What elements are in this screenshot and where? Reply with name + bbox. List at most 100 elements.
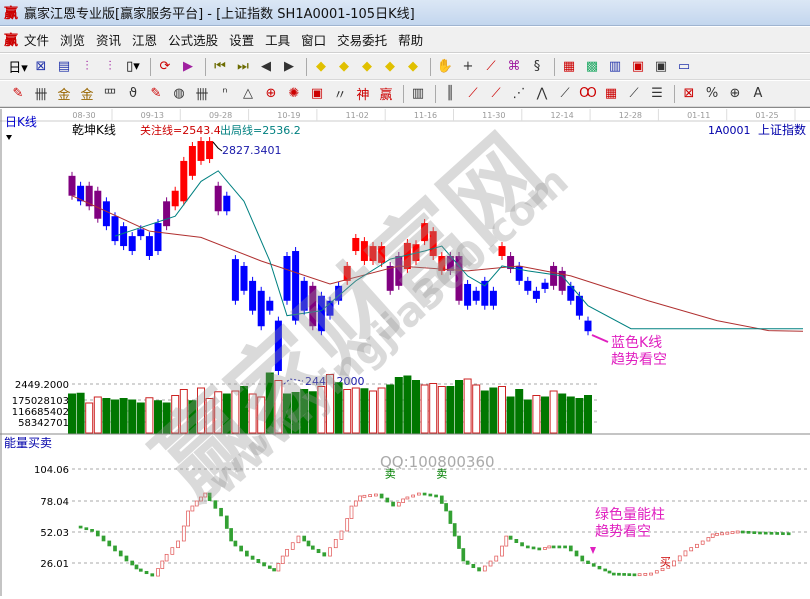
candle[interactable] <box>300 280 308 311</box>
candle[interactable] <box>584 320 592 332</box>
target-icon[interactable]: ⊕ <box>265 86 277 101</box>
menu-item-7[interactable]: 窗口 <box>301 33 327 48</box>
channel-icon[interactable]: ║ <box>446 86 454 101</box>
candle[interactable] <box>567 285 575 301</box>
candle[interactable] <box>360 241 368 261</box>
indicator-3-icon[interactable]: ⫶ <box>85 59 89 74</box>
crosshair-icon[interactable]: + <box>462 59 474 74</box>
text-icon[interactable]: A <box>753 86 763 101</box>
triangle-icon[interactable]: △ <box>243 86 253 101</box>
menu-item-8[interactable]: 交易委托 <box>337 33 388 48</box>
menu-item-2[interactable]: 资讯 <box>96 33 122 48</box>
candle[interactable] <box>550 265 558 286</box>
candle[interactable] <box>455 256 463 301</box>
candle[interactable] <box>335 285 343 301</box>
first-icon[interactable]: ⏮ <box>214 59 226 74</box>
refresh-icon[interactable]: ⟳ <box>159 59 171 74</box>
lines2-icon[interactable]: 卌 <box>195 88 209 103</box>
ruler-icon[interactable]: ▥ <box>411 86 425 101</box>
candle[interactable] <box>102 201 110 227</box>
candle[interactable] <box>369 246 377 261</box>
fan-icon[interactable]: 〃 <box>333 88 347 103</box>
calculator-icon[interactable]: ▩ <box>585 59 599 74</box>
candle[interactable] <box>163 201 171 227</box>
candle[interactable] <box>145 236 153 257</box>
candle[interactable] <box>541 282 549 289</box>
candle[interactable] <box>575 295 583 316</box>
list-icon[interactable]: ☰ <box>651 86 663 101</box>
candle[interactable] <box>188 146 196 176</box>
menu-item-6[interactable]: 工具 <box>265 33 291 48</box>
candle[interactable] <box>214 185 222 212</box>
candle[interactable] <box>274 320 282 371</box>
candle[interactable] <box>283 256 291 301</box>
dropdown-arrow-icon[interactable] <box>6 135 12 140</box>
candle[interactable] <box>343 265 351 281</box>
trend-icon[interactable]: ⟋ <box>560 86 570 101</box>
candle[interactable] <box>403 242 411 270</box>
candle[interactable] <box>464 283 472 306</box>
brush-icon[interactable]: ✎ <box>150 86 162 101</box>
candle[interactable] <box>421 223 429 242</box>
candle[interactable] <box>446 256 454 271</box>
menu-item-3[interactable]: 江恩 <box>132 33 158 48</box>
swirl-icon[interactable]: Ꝏ <box>579 86 597 101</box>
gold-line2-icon[interactable]: 金 <box>80 88 94 103</box>
menu-item-9[interactable]: 帮助 <box>398 33 424 48</box>
candle[interactable] <box>524 280 532 291</box>
circle-icon[interactable]: ◍ <box>173 86 185 101</box>
candle[interactable] <box>309 285 317 327</box>
candle[interactable] <box>257 290 265 327</box>
candle[interactable] <box>292 251 300 321</box>
candle[interactable] <box>249 280 257 311</box>
menu-item-1[interactable]: 浏览 <box>60 33 86 48</box>
last-icon[interactable]: ⏭ <box>237 59 249 74</box>
fan3-icon[interactable]: ⟋ <box>491 86 501 101</box>
next-icon[interactable]: ▶ <box>284 59 294 74</box>
diamond-expand-icon[interactable]: ◆ <box>362 59 372 74</box>
candle[interactable] <box>395 256 403 286</box>
kline-chart-panel[interactable]: 08-30 09-13 09-28 10-19 11-02 11-16 11-30 12-14… <box>0 107 810 596</box>
calendar-icon[interactable]: ▦ <box>562 59 576 74</box>
diagonal-icon[interactable]: ⟋ <box>629 86 639 101</box>
flag-icon[interactable]: ▶ <box>183 59 193 74</box>
rays-icon[interactable]: ⋰ <box>512 86 526 101</box>
diamond-shrink-icon[interactable]: ◆ <box>385 59 395 74</box>
candle[interactable] <box>180 160 188 202</box>
candle[interactable] <box>438 256 446 271</box>
lines-icon[interactable]: 卌 <box>34 88 48 103</box>
candle[interactable] <box>326 300 334 316</box>
pen-icon[interactable]: ✎ <box>12 86 24 101</box>
candle[interactable] <box>197 141 205 161</box>
square-icon[interactable]: ▣ <box>310 86 324 101</box>
table-icon[interactable]: ▥ <box>608 59 622 74</box>
candle[interactable] <box>317 295 325 332</box>
candle[interactable] <box>378 246 386 263</box>
candle[interactable] <box>472 290 480 301</box>
diamond-right-icon[interactable]: ◆ <box>339 59 349 74</box>
print-icon[interactable]: ▭ <box>677 59 691 74</box>
candle[interactable] <box>429 231 437 257</box>
period-day-dropdown[interactable]: 日▾ <box>8 61 28 76</box>
candle[interactable] <box>498 246 506 257</box>
menu-item-4[interactable]: 公式选股 <box>168 33 219 48</box>
candle-type-dropdown[interactable]: ▯▾ <box>126 59 140 74</box>
wave-icon[interactable]: ⋀ <box>536 86 548 101</box>
menu-logo[interactable]: 赢 <box>4 32 18 49</box>
n2-icon[interactable]: ⁿ <box>222 86 228 101</box>
candle[interactable] <box>94 190 102 219</box>
candle[interactable] <box>77 185 85 202</box>
fan2-icon[interactable]: ⟋ <box>468 86 478 101</box>
diamond-left-icon[interactable]: ◆ <box>316 59 326 74</box>
candle[interactable] <box>111 216 119 242</box>
candle[interactable] <box>85 185 93 207</box>
candle[interactable] <box>128 236 136 252</box>
candle[interactable] <box>532 290 540 299</box>
save-icon[interactable]: ▣ <box>631 59 645 74</box>
line-icon[interactable]: ⟋ <box>486 59 496 74</box>
chart-canvas[interactable]: 08-30 09-13 09-28 10-19 11-02 11-16 11-30 12-14… <box>0 108 810 596</box>
candle[interactable] <box>240 265 248 291</box>
mark-icon[interactable]: ⊠ <box>683 86 695 101</box>
candle[interactable] <box>137 229 145 237</box>
export-icon[interactable]: ▣ <box>654 59 668 74</box>
